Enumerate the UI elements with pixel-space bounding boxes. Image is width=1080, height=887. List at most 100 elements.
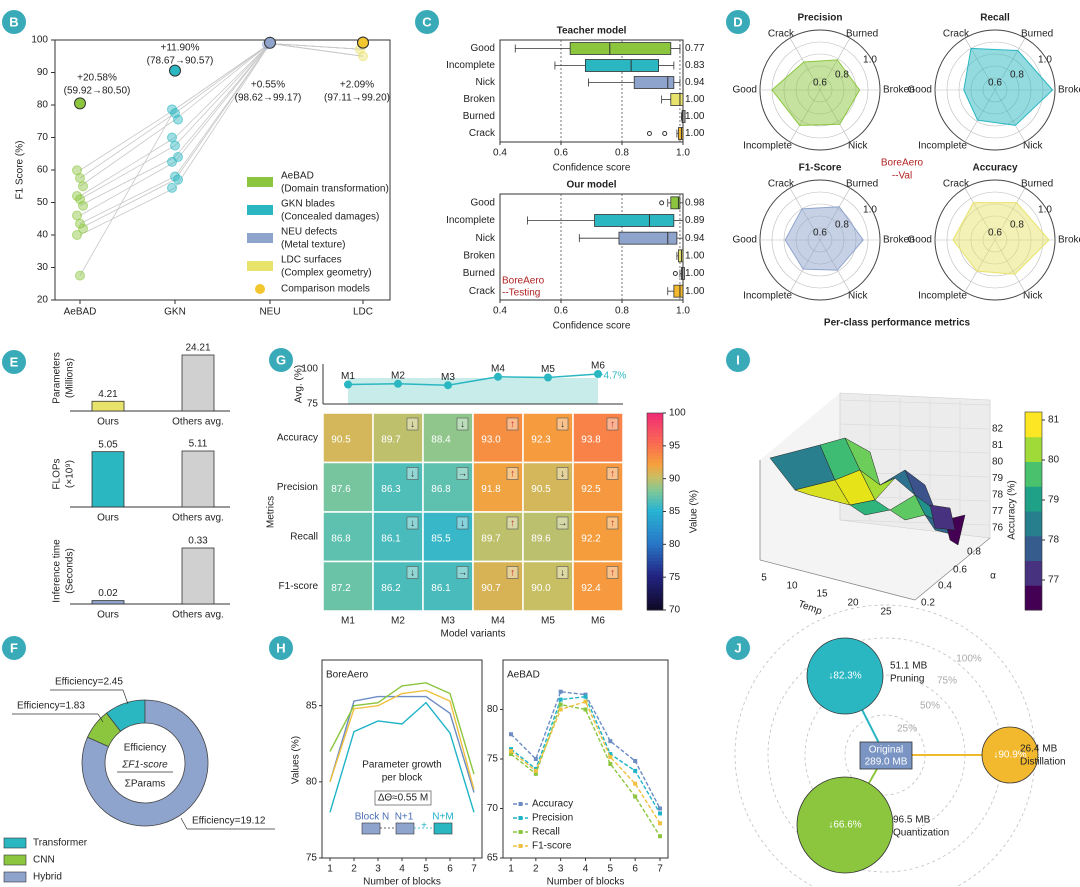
plot-frame bbox=[499, 39, 684, 143]
comparison-point bbox=[78, 181, 88, 192]
colorbar-step bbox=[647, 600, 663, 604]
colorbar-step bbox=[647, 534, 663, 539]
colorbar-step bbox=[647, 606, 663, 611]
arrow-box bbox=[606, 516, 619, 530]
original-box bbox=[859, 741, 913, 770]
arrow-box bbox=[556, 566, 569, 579]
box-title: Teacher model bbox=[557, 26, 627, 37]
gain-label: +11.90% bbox=[160, 43, 199, 54]
top-tick: 100 bbox=[301, 364, 318, 375]
colorbar-step bbox=[647, 449, 663, 453]
heatmap-cell bbox=[322, 461, 374, 513]
panel-badge bbox=[2, 350, 26, 374]
cell-value: 90.5 bbox=[531, 484, 551, 495]
arrow-box bbox=[406, 417, 419, 431]
y-tick-label: 80 bbox=[306, 776, 318, 787]
series-line bbox=[510, 695, 661, 814]
arrow-box bbox=[456, 516, 469, 530]
x-tick-label: 10 bbox=[786, 581, 798, 592]
legend-sub: (Complex geometry) bbox=[281, 268, 372, 279]
panel-g: Accuracy 90.5 89.7 ↓ 88.4 ↓ 93.0 ↑ 92.3 ↓ 93.8 ↑ Pre… bbox=[266, 361, 700, 640]
colorbar-step bbox=[647, 422, 663, 427]
axis-label: Nick bbox=[848, 291, 868, 302]
surface-facet bbox=[929, 504, 956, 531]
box-value: 0.94 bbox=[685, 233, 705, 244]
y-axis-label: (×10⁹) bbox=[65, 460, 76, 488]
legend-name: Accuracy bbox=[532, 799, 573, 810]
x-tick-label: GKN bbox=[164, 307, 186, 318]
trend-arrow: ↓ bbox=[560, 469, 565, 480]
series-marker bbox=[608, 755, 613, 760]
bar-value: 0.02 bbox=[98, 588, 118, 599]
gain-range: (97.11→99.20) bbox=[324, 93, 390, 104]
col-label: M5 bbox=[541, 616, 555, 627]
series-marker bbox=[633, 794, 638, 799]
ring-label: 0.6 bbox=[813, 78, 827, 89]
x-axis-label: Confidence score bbox=[553, 163, 631, 174]
x-tick-label: Others avg. bbox=[172, 417, 224, 428]
radar-title: Precision bbox=[797, 13, 842, 24]
box bbox=[681, 110, 686, 123]
panel-badge bbox=[2, 636, 26, 660]
colorbar-step bbox=[647, 573, 663, 578]
series-marker bbox=[633, 758, 638, 763]
box bbox=[569, 42, 672, 55]
subplot-title: BoreAero bbox=[326, 670, 369, 681]
ring-label: 0.8 bbox=[835, 220, 849, 231]
panel-badge bbox=[2, 10, 26, 34]
delta-box bbox=[374, 790, 432, 806]
y-tick-label: 100 bbox=[31, 35, 48, 46]
cell-value: 86.8 bbox=[331, 533, 351, 544]
trend-arrow: ↑ bbox=[510, 518, 515, 529]
y-tick-label: 65 bbox=[487, 853, 499, 864]
slice-label: Efficiency=1.83 bbox=[17, 701, 85, 712]
colorbar-step bbox=[647, 445, 663, 450]
panel-j: 25%50%75%100%↓82.3%51.1 MBPruning↓90.9%2… bbox=[734, 604, 1066, 887]
node-pct: ↓82.3% bbox=[828, 671, 861, 682]
gain-label: +2.09% bbox=[340, 80, 374, 91]
node-pct: ↓66.6% bbox=[828, 820, 861, 831]
box-value: 0.77 bbox=[685, 43, 705, 54]
gain-label: +20.58% bbox=[77, 73, 117, 84]
box-value: 0.98 bbox=[685, 197, 705, 208]
x-axis-label: Confidence score bbox=[553, 321, 631, 332]
colorbar-step bbox=[1025, 511, 1042, 537]
x-tick-label: 1.0 bbox=[676, 148, 690, 159]
trend-arrow: ↓ bbox=[460, 518, 465, 529]
colorbar-step bbox=[647, 603, 663, 608]
connector-line bbox=[79, 112, 176, 179]
slice-label: Efficiency=2.45 bbox=[55, 677, 123, 688]
colorbar-step bbox=[647, 593, 663, 598]
cbar-label: 77 bbox=[1048, 575, 1060, 586]
comparison-point bbox=[75, 218, 85, 229]
box bbox=[633, 76, 675, 89]
arrow-box bbox=[506, 516, 519, 530]
z-tick-label: 78 bbox=[992, 490, 1004, 501]
colorbar-step bbox=[647, 501, 663, 506]
heatmap-cell bbox=[472, 461, 524, 513]
axis-label: Broken bbox=[883, 85, 915, 96]
radar-area bbox=[784, 206, 864, 271]
outlier bbox=[646, 131, 652, 136]
series-marker bbox=[633, 781, 638, 786]
axis-label: Crack bbox=[768, 29, 795, 40]
y-tick-label: 80 bbox=[487, 704, 499, 715]
panel-badge bbox=[415, 10, 439, 34]
ring-label: 75% bbox=[937, 676, 957, 687]
arrow-box bbox=[606, 566, 619, 579]
legend-swatch bbox=[3, 854, 27, 866]
avg-point bbox=[494, 372, 502, 381]
colorbar-step bbox=[647, 462, 663, 467]
legend-swatch bbox=[247, 261, 273, 271]
colorbar-step bbox=[647, 429, 663, 434]
colorbar-step bbox=[647, 527, 663, 532]
arrow-box bbox=[606, 417, 619, 431]
avg-label: M6 bbox=[591, 361, 605, 372]
x-tick-label: 1 bbox=[327, 864, 333, 875]
x-tick-label: 0.4 bbox=[493, 306, 507, 317]
trend-arrow: ↓ bbox=[410, 469, 415, 480]
y-axis-label: Inference time bbox=[52, 539, 63, 603]
colorbar-step bbox=[647, 570, 663, 575]
arrow-box bbox=[456, 417, 469, 431]
comparison-point bbox=[75, 270, 85, 281]
